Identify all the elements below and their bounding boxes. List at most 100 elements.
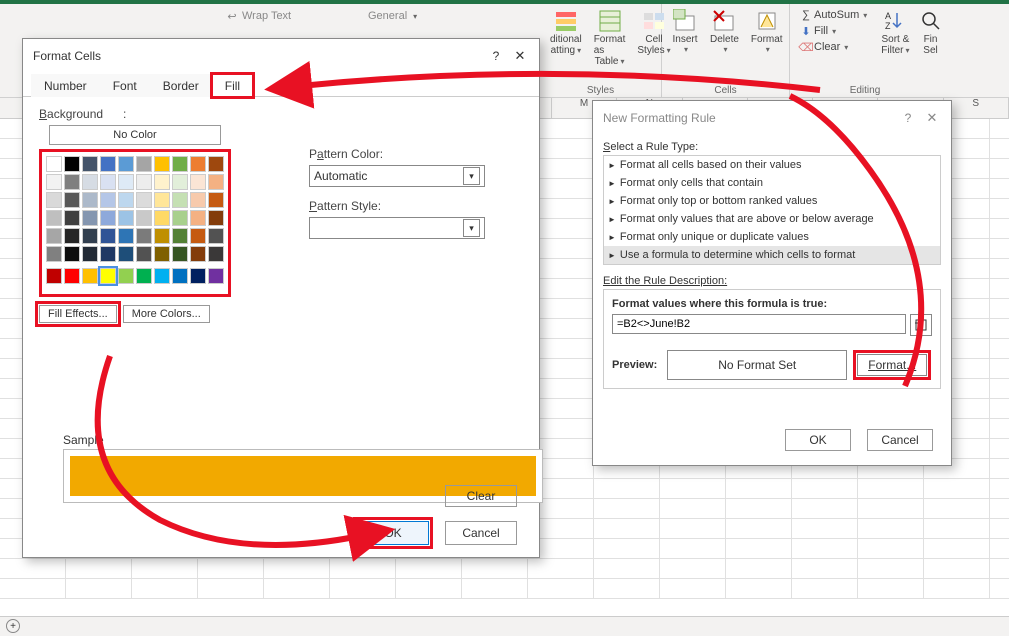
format-button[interactable]: Format...: [857, 354, 927, 376]
color-swatch[interactable]: [46, 210, 62, 226]
color-swatch[interactable]: [100, 192, 116, 208]
chevron-down-icon[interactable]: ▾: [863, 11, 867, 20]
rule-type-item[interactable]: ►Format only values that are above or be…: [604, 210, 940, 228]
color-swatch[interactable]: [64, 192, 80, 208]
ok-button[interactable]: OK: [357, 521, 429, 545]
chevron-down-icon[interactable]: ▾: [906, 46, 910, 55]
chevron-down-icon[interactable]: ▾: [620, 57, 624, 66]
color-swatch[interactable]: [136, 246, 152, 262]
new-sheet-button[interactable]: +: [6, 619, 20, 633]
chevron-down-icon[interactable]: ▾: [577, 46, 581, 55]
color-swatch[interactable]: [190, 156, 206, 172]
chevron-down-icon[interactable]: ▾: [723, 45, 727, 54]
chevron-down-icon[interactable]: ▾: [684, 45, 688, 54]
color-swatch[interactable]: [136, 228, 152, 244]
color-swatch[interactable]: [154, 246, 170, 262]
color-swatch[interactable]: [46, 174, 62, 190]
color-swatch[interactable]: [64, 246, 80, 262]
color-swatch[interactable]: [154, 192, 170, 208]
close-button[interactable]: ✕: [511, 47, 529, 65]
color-swatch[interactable]: [172, 192, 188, 208]
formula-input[interactable]: [612, 314, 906, 334]
color-swatch[interactable]: [82, 268, 98, 284]
conditional-formatting-button[interactable]: ditional atting▾: [546, 6, 586, 58]
color-swatch[interactable]: [100, 156, 116, 172]
find-select-button[interactable]: Fin Sel: [914, 6, 948, 58]
rule-type-list[interactable]: ►Format all cells based on their values►…: [603, 155, 941, 265]
sheet-tab-strip[interactable]: +: [0, 616, 1009, 636]
fill-effects-button[interactable]: Fill Effects...: [39, 305, 117, 323]
color-swatch[interactable]: [172, 246, 188, 262]
cancel-button[interactable]: Cancel: [867, 429, 933, 451]
color-swatch[interactable]: [136, 268, 152, 284]
rule-type-item[interactable]: ►Format only top or bottom ranked values: [604, 192, 940, 210]
color-swatch[interactable]: [82, 174, 98, 190]
ok-button[interactable]: OK: [785, 429, 851, 451]
color-swatch[interactable]: [154, 156, 170, 172]
pattern-color-combo[interactable]: Automatic ▾: [309, 165, 485, 187]
color-swatch[interactable]: [46, 228, 62, 244]
color-swatch[interactable]: [190, 174, 206, 190]
color-swatch[interactable]: [208, 210, 224, 226]
chevron-down-icon[interactable]: ▾: [463, 219, 480, 237]
color-swatch[interactable]: [82, 210, 98, 226]
color-swatch[interactable]: [82, 192, 98, 208]
color-swatch[interactable]: [82, 228, 98, 244]
chevron-down-icon[interactable]: ▾: [844, 43, 848, 52]
sort-filter-button[interactable]: AZ Sort & Filter▾: [877, 6, 913, 58]
rule-type-item[interactable]: ►Format only unique or duplicate values: [604, 228, 940, 246]
color-swatch[interactable]: [46, 192, 62, 208]
format-as-table-button[interactable]: Format as Table▾: [590, 6, 630, 69]
color-swatch[interactable]: [136, 192, 152, 208]
color-swatch[interactable]: [64, 228, 80, 244]
delete-button[interactable]: Delete ▾: [706, 6, 743, 56]
format-button[interactable]: Format ▾: [747, 6, 787, 56]
color-swatch[interactable]: [208, 246, 224, 262]
rule-type-item[interactable]: ►Format only cells that contain: [604, 174, 940, 192]
cancel-button[interactable]: Cancel: [445, 521, 517, 545]
color-swatch[interactable]: [190, 268, 206, 284]
chevron-down-icon[interactable]: ▾: [766, 45, 770, 54]
color-swatch[interactable]: [118, 210, 134, 226]
color-swatch[interactable]: [100, 174, 116, 190]
color-swatch[interactable]: [172, 228, 188, 244]
color-swatch[interactable]: [82, 246, 98, 262]
tab-number[interactable]: Number: [31, 74, 100, 97]
color-swatch[interactable]: [64, 268, 80, 284]
color-swatch[interactable]: [82, 156, 98, 172]
dialog-titlebar[interactable]: New Formatting Rule ? ✕: [593, 101, 951, 135]
wrap-text-label[interactable]: Wrap Text: [242, 10, 291, 22]
color-swatch[interactable]: [208, 156, 224, 172]
color-swatch[interactable]: [100, 228, 116, 244]
clear-button[interactable]: Clear: [445, 485, 517, 507]
chevron-down-icon[interactable]: ▾: [463, 167, 480, 185]
color-swatch[interactable]: [190, 210, 206, 226]
color-swatch[interactable]: [208, 268, 224, 284]
color-swatch[interactable]: [64, 210, 80, 226]
chevron-down-icon[interactable]: ▾: [413, 12, 417, 21]
color-swatch[interactable]: [118, 192, 134, 208]
chevron-down-icon[interactable]: ▾: [832, 27, 836, 36]
color-swatch[interactable]: [118, 246, 134, 262]
color-swatch[interactable]: [64, 174, 80, 190]
color-swatch[interactable]: [136, 156, 152, 172]
color-swatch[interactable]: [118, 268, 134, 284]
color-swatch[interactable]: [172, 268, 188, 284]
tab-border[interactable]: Border: [150, 74, 212, 97]
color-swatch[interactable]: [136, 174, 152, 190]
color-swatch[interactable]: [100, 210, 116, 226]
color-swatch[interactable]: [190, 192, 206, 208]
color-swatch[interactable]: [154, 174, 170, 190]
color-swatch[interactable]: [154, 210, 170, 226]
color-swatch[interactable]: [190, 246, 206, 262]
pattern-style-combo[interactable]: ▾: [309, 217, 485, 239]
insert-button[interactable]: Insert ▾: [668, 6, 702, 56]
tab-font[interactable]: Font: [100, 74, 150, 97]
color-swatch[interactable]: [100, 246, 116, 262]
color-swatch[interactable]: [64, 156, 80, 172]
color-swatch[interactable]: [154, 268, 170, 284]
autosum-button[interactable]: ∑AutoSum▾: [796, 8, 871, 22]
clear-button[interactable]: ⌫Clear▾: [796, 40, 871, 54]
help-button[interactable]: ?: [487, 47, 505, 65]
color-swatch[interactable]: [118, 174, 134, 190]
